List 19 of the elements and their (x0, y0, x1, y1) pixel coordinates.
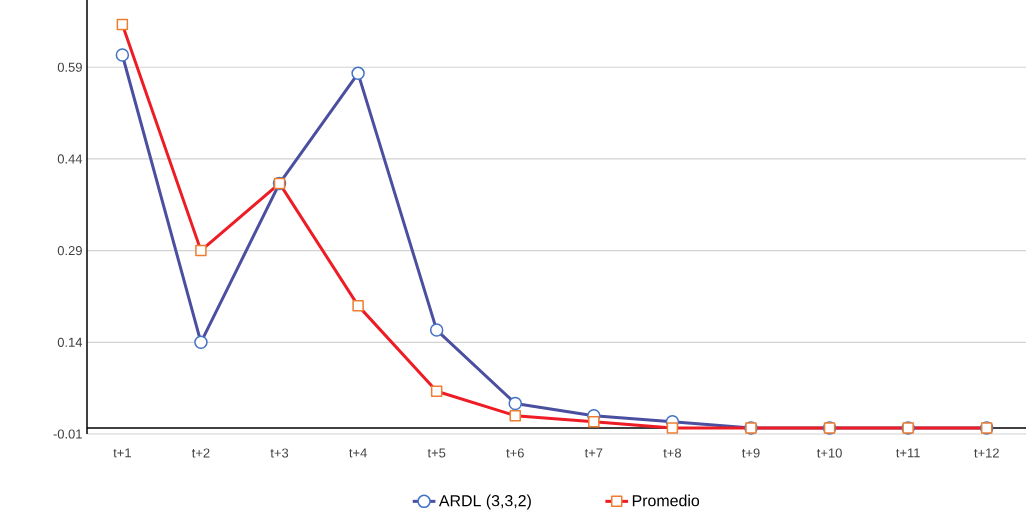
x-tick-label: t+1 (113, 448, 131, 458)
x-tick-label: t+7 (584, 448, 603, 458)
legend-label: ARDL (3,3,2) (438, 494, 531, 510)
y-tick-label: -0.01 (53, 429, 82, 439)
x-tick-label: t+9 (742, 448, 760, 458)
x-tick-label: t+11 (896, 448, 920, 458)
x-tick-label: t+2 (191, 448, 210, 458)
x-tick-label: t+4 (349, 448, 367, 458)
x-tick-label: t+5 (427, 448, 446, 458)
x-tick-label: t+10 (816, 448, 842, 458)
y-tick-label: 0.44 (57, 154, 83, 164)
y-tick-label: 0.14 (57, 337, 83, 347)
x-tick-label: t+6 (506, 448, 524, 458)
y-tick-label: 0.59 (57, 62, 82, 72)
y-tick-label: 0.29 (57, 246, 82, 256)
x-tick-label: t+3 (270, 448, 289, 458)
legend-label: Promedio (632, 494, 700, 507)
x-tick-label: t+12 (974, 448, 999, 458)
x-tick-label: t+8 (663, 448, 682, 458)
